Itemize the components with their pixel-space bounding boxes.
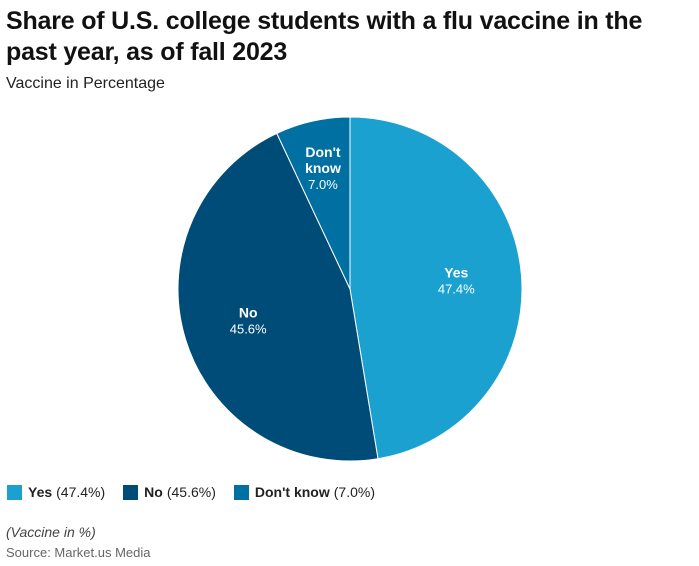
legend-label-yes: Yes — [28, 484, 53, 500]
legend-item-no: No (45.6%) — [123, 484, 216, 500]
legend: Yes (47.4%) No (45.6%) Don't know (7.0%) — [7, 484, 393, 500]
legend-value-yes: (47.4%) — [56, 484, 106, 500]
legend-value-no: (45.6%) — [166, 484, 216, 500]
chart-source: Source: Market.us Media — [6, 545, 151, 560]
slice-name-yes: Yes — [444, 264, 468, 280]
legend-swatch-dont-know — [233, 484, 249, 500]
slice-value-yes: 47.4% — [438, 281, 475, 296]
legend-swatch-no — [123, 484, 139, 500]
legend-value-dont-know: (7.0%) — [333, 484, 375, 500]
chart-subtitle: Vaccine in Percentage — [6, 75, 165, 92]
pie-slice-don-t-know — [276, 116, 351, 290]
legend-label-dont-know: Don't know — [254, 484, 330, 500]
legend-item-dont-know: Don't know (7.0%) — [233, 484, 375, 500]
pie-slices — [177, 116, 523, 462]
legend-item-yes: Yes (47.4%) — [7, 484, 105, 500]
slice-value-don-t-know: 7.0% — [308, 177, 338, 192]
slice-label-yes: Yes 47.4% — [438, 264, 475, 296]
chart-title: Share of U.S. college students with a fl… — [6, 7, 643, 66]
legend-label-no: No — [144, 484, 163, 500]
chart-note: (Vaccine in %) — [6, 524, 96, 540]
slice-name-don-t-know: know — [305, 160, 341, 176]
pie-slice-yes — [349, 116, 523, 460]
legend-swatch-yes — [7, 484, 22, 500]
slice-name-don-t-know: Don't — [305, 144, 341, 160]
slice-label-don-t-know: Don't know 7.0% — [305, 144, 341, 192]
slice-label-no: No 45.6% — [230, 305, 267, 337]
pie-slice-no — [177, 132, 379, 462]
slice-name-no: No — [239, 305, 258, 321]
slice-value-no: 45.6% — [230, 322, 267, 337]
pie-chart: Yes 47.4% No 45.6% Don't know 7.0% — [177, 116, 523, 462]
pie-labels: Yes 47.4% No 45.6% Don't know 7.0% — [230, 144, 475, 337]
